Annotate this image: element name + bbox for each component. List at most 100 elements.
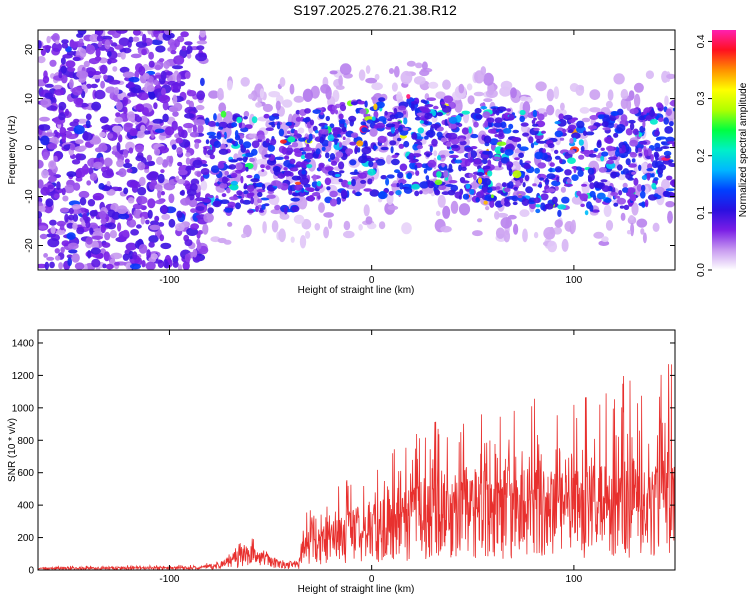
- spectrogram-cell: [154, 64, 162, 71]
- spectrogram-cell: [644, 186, 649, 195]
- spectrogram-cell: [89, 33, 100, 43]
- spectrogram-cell: [589, 115, 599, 120]
- spectrogram-cell: [546, 104, 555, 116]
- spectrogram-cell: [156, 156, 164, 165]
- spectrogram-cell: [104, 231, 111, 241]
- spectrogram-cell: [164, 126, 175, 136]
- spectrogram-cell: [213, 113, 217, 121]
- spectrogram-cell: [421, 108, 431, 114]
- spectrogram-cell: [392, 154, 399, 158]
- spectrogram-cell: [442, 205, 451, 219]
- y-tick-label: 800: [17, 436, 34, 447]
- spectrogram-cell: [637, 147, 643, 153]
- x-tick-label: -100: [159, 275, 179, 286]
- spectrogram-cell: [184, 41, 193, 46]
- spectrogram-cell: [91, 258, 101, 268]
- spectrogram-cell: [243, 110, 250, 118]
- chart-title: S197.2025.276.21.38.R12: [293, 2, 457, 18]
- spectrogram-cell: [361, 146, 372, 155]
- spectrogram-cell: [403, 140, 410, 148]
- spectrogram-cell: [38, 225, 48, 230]
- spectrogram-cell: [443, 170, 449, 178]
- spectrogram-cell: [589, 89, 601, 100]
- spectrogram-cell: [196, 171, 202, 178]
- spectrogram-cell: [94, 89, 106, 100]
- spectrogram-cell: [429, 145, 433, 153]
- spectrogram-cell: [141, 260, 146, 268]
- spectrogram-cell: [480, 106, 488, 110]
- spectrogram-cell: [468, 173, 474, 178]
- spectrogram-cell: [247, 184, 255, 193]
- spectrogram-cell: [100, 225, 106, 234]
- spectrogram-cell: [110, 42, 118, 47]
- spectrogram-cell: [380, 175, 387, 180]
- spectrogram-cell: [79, 145, 87, 151]
- spectrogram-cell: [138, 66, 146, 76]
- spectrogram-cell: [312, 174, 317, 182]
- spectrogram-cell: [278, 128, 285, 137]
- spectrogram-cell: [216, 132, 222, 140]
- colorbar: [712, 30, 736, 270]
- spectrogram-cell: [413, 76, 426, 85]
- spectrogram-cell: [421, 61, 428, 71]
- spectrogram-cell: [257, 198, 263, 204]
- spectrogram-cell: [66, 133, 78, 140]
- spectrogram-cell: [450, 200, 459, 214]
- spectrogram-cell: [510, 87, 517, 99]
- spectrogram-cell: [264, 154, 271, 158]
- spectrogram-cell: [122, 96, 128, 107]
- spectrogram-cell: [116, 205, 128, 215]
- spectrogram-cell: [251, 140, 260, 149]
- spectrogram-cell: [546, 173, 556, 180]
- spectrogram-cell: [520, 122, 529, 127]
- spectrogram-cell: [158, 94, 171, 104]
- spectrogram-cell: [226, 187, 231, 194]
- spectrogram-cell: [240, 175, 244, 184]
- spectrogram-cell: [105, 86, 116, 94]
- spectrogram-cell: [242, 141, 252, 149]
- spectrogram-cell: [338, 178, 343, 183]
- spectrogram-cell: [568, 124, 577, 130]
- spectrogram-cell: [388, 68, 395, 74]
- spectrogram-cell: [294, 184, 304, 191]
- spectrogram-cell: [410, 103, 415, 112]
- spectrogram-cell: [378, 198, 383, 203]
- spectrogram-cell: [132, 30, 141, 36]
- spectrogram-cell: [605, 100, 613, 109]
- spectrogram-cell: [99, 116, 109, 124]
- spectrogram-cell: [300, 154, 306, 160]
- spectrogram-cell: [316, 180, 322, 187]
- spectrogram-cell: [67, 242, 79, 250]
- spectrogram-cell: [385, 177, 390, 186]
- spectrogram-cell: [583, 130, 587, 136]
- spectrogram-cell: [440, 101, 446, 105]
- spectrogram-cell: [186, 188, 197, 197]
- spectrogram-cell: [579, 107, 590, 114]
- spectrogram-cell: [578, 154, 585, 160]
- spectrogram-cell: [218, 148, 229, 155]
- spectrogram-cell: [105, 263, 114, 270]
- spectrogram-cell: [601, 185, 611, 193]
- spectrogram-cell: [55, 40, 60, 45]
- spectrogram-cell: [414, 190, 420, 197]
- spectrogram-cell: [128, 76, 140, 83]
- spectrogram-cell: [356, 140, 364, 147]
- spectrogram-cell: [92, 192, 105, 201]
- spectrogram-cell: [325, 115, 330, 122]
- spectrogram-cell: [104, 39, 111, 50]
- spectrogram-cell: [616, 197, 626, 205]
- spectrogram-cell: [553, 86, 560, 100]
- spectrogram-cell: [323, 226, 329, 239]
- y-tick-label: 10: [24, 93, 35, 105]
- spectrogram-cell: [504, 149, 514, 156]
- spectrogram-cell: [115, 101, 123, 111]
- spectrogram-cell: [207, 207, 214, 214]
- spectrogram-cell: [265, 138, 270, 144]
- spectrogram-cell: [229, 184, 239, 191]
- spectrogram-cell: [522, 228, 528, 243]
- spectrogram-cell: [385, 123, 396, 128]
- spectrogram-cell: [335, 109, 338, 115]
- spectrogram-cell: [646, 168, 654, 172]
- spectrogram-cell: [498, 129, 504, 138]
